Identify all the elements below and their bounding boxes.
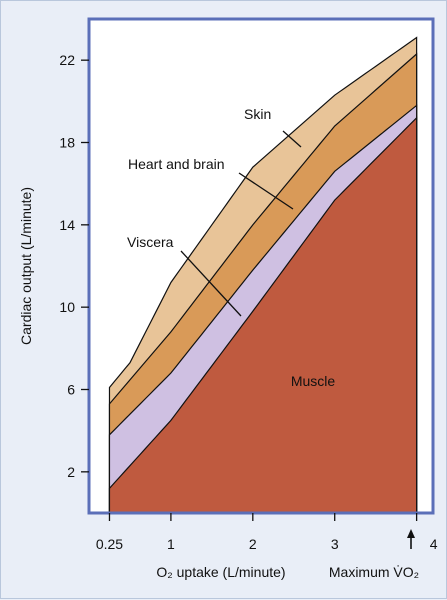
annotation-leaders — [180, 130, 302, 317]
annotation-heart-and-brain: Heart and brain — [128, 156, 225, 172]
max-vo2-label: Maximum V̇O₂ — [329, 564, 419, 580]
max-vo2-arrow-icon — [407, 529, 415, 549]
x-tick-label: 2 — [249, 536, 257, 552]
x-axis-ticks: 0.25 1 2 3 4 — [96, 513, 438, 552]
x-tick-label: 1 — [167, 536, 175, 552]
annotation-skin: Skin — [244, 106, 271, 122]
plot-frame — [87, 17, 435, 515]
y-tick-label: 22 — [59, 52, 75, 68]
annotation-labels: Skin Heart and brain Viscera Muscle — [127, 106, 335, 389]
area-muscle — [108, 116, 418, 514]
leader-skin — [282, 130, 302, 148]
x-tick-label: 4 — [430, 536, 438, 552]
annotation-viscera: Viscera — [127, 234, 174, 250]
y-tick-label: 10 — [59, 299, 75, 315]
x-axis-label: O₂ uptake (L/minute) — [156, 564, 285, 580]
y-axis-label: Cardiac output (L/minute) — [18, 187, 34, 345]
y-tick-label: 18 — [59, 135, 75, 151]
leader-viscera — [180, 250, 242, 317]
x-tick-label: 0.25 — [96, 536, 123, 552]
y-tick-label: 14 — [59, 217, 75, 233]
annotation-muscle: Muscle — [291, 373, 336, 389]
x-tick-label: 3 — [331, 536, 339, 552]
y-axis-ticks: 2 6 10 14 18 22 — [59, 52, 89, 480]
y-tick-label: 6 — [67, 382, 75, 398]
leader-heart-and-brain — [238, 172, 294, 210]
y-tick-label: 2 — [67, 464, 75, 480]
area-layers — [108, 36, 418, 514]
